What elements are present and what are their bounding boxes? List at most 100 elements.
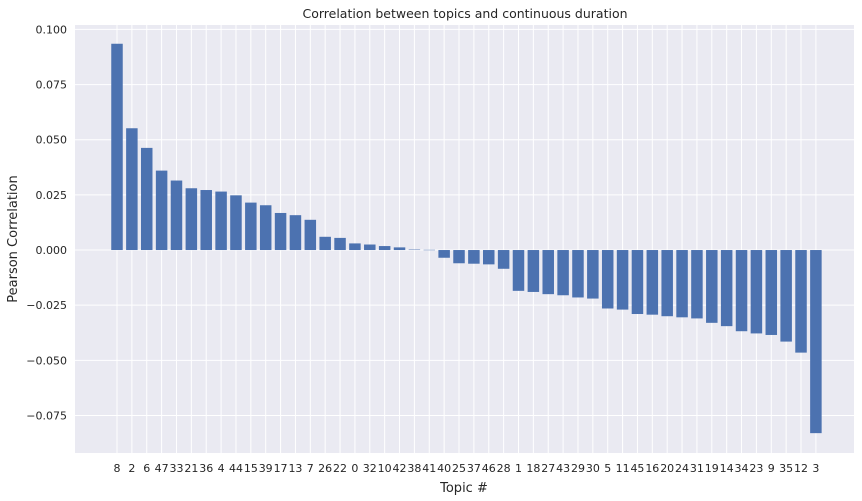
x-axis-title: Topic # [439,481,488,496]
x-tick-label: 47 [155,462,169,475]
x-tick-label: 39 [259,462,273,475]
bar [512,250,525,291]
x-tick-label: 36 [199,462,213,475]
bar [378,246,391,251]
bar [319,236,331,251]
bar [661,250,673,317]
x-tick-label: 18 [526,462,540,475]
bar [259,205,272,251]
x-tick-label: 4 [218,462,225,475]
bar [601,250,614,309]
x-tick-label: 31 [690,462,704,475]
y-axis-title: Pearson Correlation [6,175,21,302]
x-tick-label: 35 [779,462,793,475]
bar [170,180,183,251]
bar [468,250,480,264]
x-tick-label: 25 [452,462,466,475]
bar [676,250,688,318]
bar [720,250,733,327]
x-tick-label: 6 [143,462,150,475]
chart-title: Correlation between topics and continuou… [302,6,627,21]
bar [497,250,510,269]
bar [393,247,406,251]
bar [349,243,361,251]
bar [691,250,703,319]
x-tick-label: 29 [571,462,585,475]
bar [215,191,227,251]
x-tick-label: 32 [363,462,377,475]
bar [140,147,153,251]
bar [230,195,242,251]
x-tick-label: 3 [812,462,819,475]
x-tick-label: 1 [515,462,522,475]
x-axis-ticks: 8 2 6 47 33 21 36 4 44 15 39 17 13 7 26 22 0 32 10 42 38 41 40… [114,462,820,475]
x-tick-label: 2 [128,462,135,475]
bar [274,212,287,251]
x-tick-label: 43 [556,462,570,475]
x-tick-label: 7 [307,462,314,475]
y-tick-label: 0.075 [36,79,68,92]
x-tick-label: 5 [604,462,611,475]
x-tick-label: 28 [497,462,511,475]
x-tick-label: 17 [274,462,288,475]
bar [304,219,317,251]
bar [616,250,629,310]
bar [438,250,450,258]
x-tick-label: 0 [351,462,358,475]
bar [155,170,168,251]
y-tick-label: −0.050 [26,354,67,367]
x-tick-label: 44 [229,462,243,475]
bar [185,188,198,251]
bar [750,250,763,334]
x-tick-label: 9 [768,462,775,475]
x-tick-label: 10 [378,462,392,475]
bar [453,250,465,264]
x-tick-label: 16 [645,462,659,475]
bar [795,250,807,353]
x-tick-label: 8 [114,462,121,475]
y-tick-label: −0.075 [26,409,67,422]
x-tick-label: 37 [467,462,481,475]
y-tick-label: −0.025 [26,299,67,312]
x-tick-label: 22 [333,462,347,475]
bar [245,202,257,251]
x-tick-label: 12 [794,462,808,475]
y-tick-label: 0.100 [36,23,68,36]
bar [587,250,599,299]
bar [364,244,376,251]
x-tick-label: 38 [407,462,421,475]
x-tick-label: 34 [735,462,749,475]
bar [289,215,302,251]
x-tick-label: 46 [482,462,496,475]
bar [200,190,212,251]
bar [572,250,584,298]
bar [646,250,659,315]
x-tick-label: 42 [393,462,407,475]
x-tick-label: 33 [169,462,183,475]
bar [706,250,718,323]
bar [542,250,554,295]
bar [631,250,644,315]
y-tick-label: 0.000 [36,244,68,257]
x-tick-label: 45 [630,462,644,475]
x-tick-label: 19 [705,462,719,475]
x-tick-label: 11 [616,462,630,475]
bar [557,250,569,296]
bar [334,237,346,251]
x-tick-label: 20 [660,462,674,475]
y-tick-label: 0.025 [36,189,68,202]
x-tick-label: 14 [720,462,734,475]
x-tick-label: 15 [244,462,258,475]
x-tick-label: 26 [318,462,332,475]
x-tick-label: 23 [749,462,763,475]
y-tick-label: 0.050 [36,134,68,147]
x-tick-label: 30 [586,462,600,475]
bar [527,250,540,292]
bars [111,43,822,434]
x-tick-label: 24 [675,462,689,475]
bar [810,250,822,434]
x-tick-label: 41 [422,462,436,475]
bar [780,250,792,342]
y-axis-ticks: 0.100 0.075 0.050 0.025 0.000 −0.025 −0.050 −0.… [26,23,67,422]
